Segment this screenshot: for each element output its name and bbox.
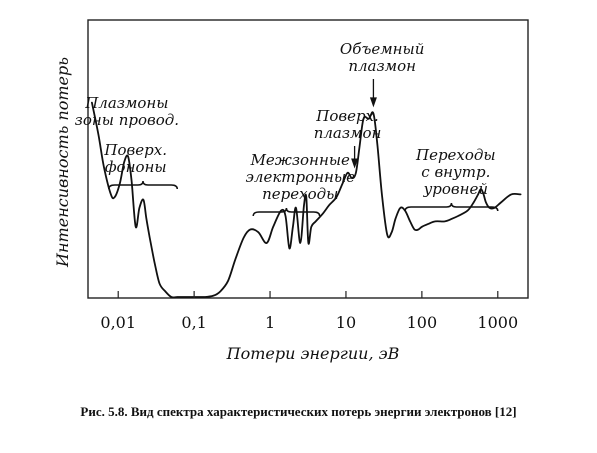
annotation-label: Объемный xyxy=(340,40,425,58)
annotation-label: плазмон xyxy=(348,57,416,75)
annotation-label: с внутр. xyxy=(421,163,490,181)
annotation-label: зоны провод. xyxy=(75,111,179,129)
annotation-label: переходы xyxy=(262,185,338,203)
annotation-arrowhead xyxy=(351,158,359,169)
annotation-label: фононы xyxy=(105,158,167,176)
annotation-label: Межзонные xyxy=(250,151,350,169)
annotation-label: Переходы xyxy=(415,146,496,164)
annotation-label: Плазмоны xyxy=(84,94,168,112)
annotation-brace xyxy=(404,202,499,212)
annotation-label: электронные xyxy=(246,168,356,186)
x-tick-label: 100 xyxy=(407,313,438,332)
annotation-brace xyxy=(107,180,179,190)
annotation-label: уровней xyxy=(423,180,488,198)
x-tick-label: 1000 xyxy=(477,313,518,332)
figure-caption: Рис. 5.8. Вид спектра характеристических… xyxy=(80,404,517,419)
x-tick-label: 0,1 xyxy=(181,313,206,332)
annotation-label: плазмон xyxy=(314,124,382,142)
annotation-brace xyxy=(252,207,321,217)
x-tick-label: 0,01 xyxy=(100,313,136,332)
x-axis-title: Потери энергии, эВ xyxy=(226,344,400,363)
x-tick-label: 1 xyxy=(265,313,275,332)
spectrum-curve xyxy=(91,101,522,299)
x-axis-ticks: 0,01 0,1 1 10 100 1000 xyxy=(100,291,518,332)
y-axis-title: Интенсивность потерь xyxy=(53,57,72,268)
annotation-label: Поверх. xyxy=(315,107,379,125)
annotation-label: Поверх. xyxy=(103,141,167,159)
x-tick-label: 10 xyxy=(336,313,356,332)
plot-frame xyxy=(87,19,529,299)
annotation-arrowhead xyxy=(369,97,377,108)
